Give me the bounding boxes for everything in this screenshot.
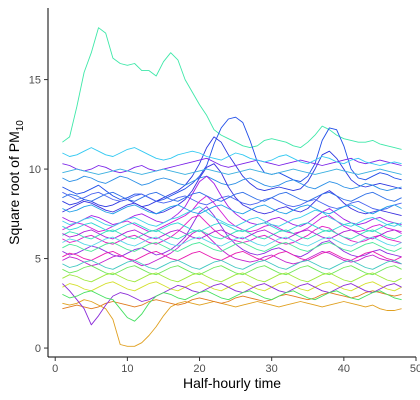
series-line-21: [62, 299, 402, 347]
series-line-16: [62, 242, 402, 252]
series-line-2: [62, 116, 402, 202]
series-line-29: [62, 236, 402, 247]
series-line-6: [62, 175, 402, 192]
series-line-7: [62, 163, 402, 217]
series-line-18: [62, 265, 402, 276]
x-tick-label: 50: [410, 363, 420, 375]
y-tick-label: 0: [35, 343, 41, 355]
series-line-30: [62, 259, 402, 270]
series-line-23: [62, 283, 402, 326]
y-tick-label: 5: [35, 254, 41, 266]
x-axis-ticks: 0 10 20 30 40 50: [52, 357, 420, 375]
x-tick-label: 0: [52, 363, 58, 375]
series-lines: [62, 27, 402, 347]
series-line-14: [62, 222, 402, 233]
series-line-28: [62, 250, 402, 261]
series-line-12: [62, 229, 402, 267]
x-axis-title: Half-hourly time: [183, 375, 281, 391]
series-line-17: [62, 206, 402, 227]
y-tick-label: 10: [29, 164, 41, 176]
series-line-15: [62, 229, 402, 240]
series-line-19: [62, 272, 402, 283]
y-axis-ticks: 0 5 10 15: [29, 75, 48, 355]
series-line-4: [62, 157, 402, 174]
series-line-24: [62, 290, 402, 322]
x-tick-label: 40: [338, 363, 350, 375]
y-tick-label: 15: [29, 75, 41, 87]
x-tick-label: 20: [193, 363, 205, 375]
series-line-27: [62, 204, 402, 215]
y-axis-title-subscript: 10: [15, 120, 26, 132]
x-tick-label: 30: [266, 363, 278, 375]
series-line-5: [62, 147, 402, 166]
series-line-31: [62, 168, 402, 175]
series-line-26: [62, 229, 402, 240]
series-line-22: [62, 290, 402, 310]
series-line-1: [62, 27, 402, 150]
y-axis-title: Square root of PM10: [6, 120, 26, 245]
series-line-25: [62, 191, 402, 202]
x-tick-label: 10: [121, 363, 133, 375]
y-axis-title-main: Square root of PM: [6, 131, 22, 245]
series-line-20: [62, 281, 402, 292]
